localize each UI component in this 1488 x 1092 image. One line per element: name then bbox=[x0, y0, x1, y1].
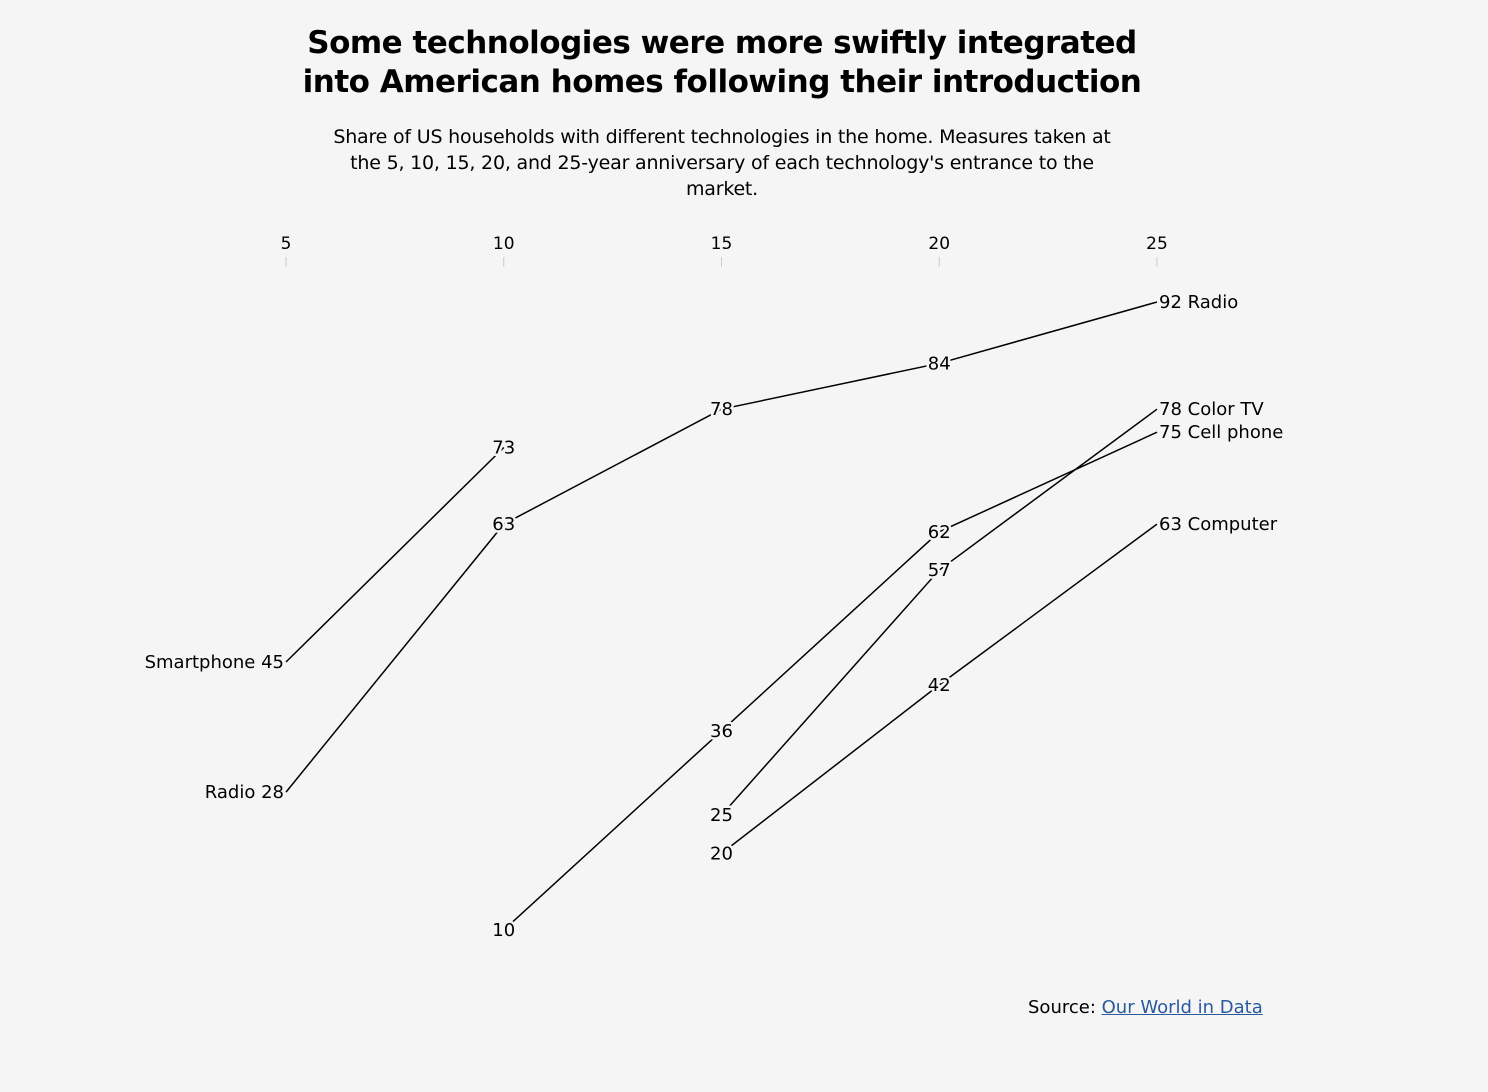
data-label-cell-phone: 10 bbox=[492, 920, 515, 941]
x-axis: 5 10 15 20 25 bbox=[281, 234, 1168, 267]
data-label-color-tv: 78 Color TV bbox=[1159, 399, 1264, 420]
data-label-radio: 78 bbox=[710, 399, 733, 420]
data-label-computer: 63 Computer bbox=[1159, 514, 1278, 535]
data-label-computer: 42 bbox=[928, 675, 951, 696]
data-label-radio: 63 bbox=[492, 514, 515, 535]
data-label-smartphone: Smartphone 45 bbox=[145, 652, 284, 673]
data-label-radio: Radio 28 bbox=[205, 782, 284, 803]
series-line-smartphone bbox=[285, 446, 505, 663]
data-label-smartphone: 73 bbox=[492, 438, 515, 459]
chart-title: Some technologies were more swiftly inte… bbox=[302, 25, 1142, 100]
x-tick-label: 10 bbox=[493, 234, 515, 254]
x-tick-label: 15 bbox=[711, 234, 733, 254]
data-label-cell-phone: 62 bbox=[928, 522, 951, 543]
data-label-computer: 20 bbox=[710, 843, 733, 864]
series-line-color-tv bbox=[720, 408, 1158, 816]
chart-subtitle: Share of US households with different te… bbox=[333, 126, 1111, 200]
series-lines bbox=[285, 301, 1158, 931]
data-label-cell-phone: 36 bbox=[710, 721, 733, 742]
source-label: Source: bbox=[1028, 997, 1096, 1018]
series-line-cell-phone bbox=[503, 431, 1158, 931]
data-labels: Smartphone 45 73 Radio 28 63 78 84 92 Radio 10 3… bbox=[142, 290, 1286, 944]
source-note: Source: Our World in Data bbox=[1028, 997, 1263, 1018]
x-tick-label: 25 bbox=[1146, 234, 1168, 254]
series-line-radio bbox=[285, 301, 1158, 793]
series-line-computer bbox=[721, 523, 1158, 854]
x-tick-label: 5 bbox=[281, 234, 292, 254]
data-label-cell-phone: 75 Cell phone bbox=[1159, 422, 1283, 443]
x-tick-label: 20 bbox=[928, 234, 950, 254]
data-label-radio: 84 bbox=[928, 353, 951, 374]
data-label-color-tv: 57 bbox=[928, 560, 951, 581]
data-label-color-tv: 25 bbox=[710, 805, 733, 826]
data-label-radio: 92 Radio bbox=[1159, 292, 1238, 313]
source-link[interactable]: Our World in Data bbox=[1101, 997, 1263, 1018]
